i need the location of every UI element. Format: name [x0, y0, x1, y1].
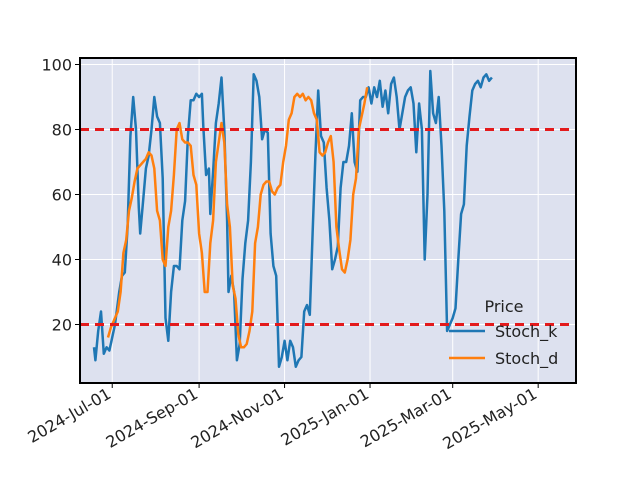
series-line-stoch-k — [92, 69, 493, 369]
plot-frame — [79, 57, 577, 384]
reference-lines — [80, 128, 576, 326]
y-axis-ticks: 20 40 60 80 100 — [41, 56, 80, 335]
x-tick-label: 2024-Jul-01 — [24, 384, 114, 447]
x-tick-label: 2025-Mar-01 — [357, 384, 455, 451]
y-tick-label: 20 — [52, 316, 72, 335]
x-tick-label: 2025-Jan-01 — [278, 384, 373, 450]
legend-title: Price — [484, 297, 523, 316]
legend-label-stoch-d: Stoch_d — [495, 349, 558, 369]
x-tick-label: 2024-Nov-01 — [187, 384, 286, 452]
legend-label-stoch-k: Stoch_k — [495, 322, 558, 342]
y-tick-label: 100 — [41, 56, 72, 75]
series-lines — [92, 69, 493, 369]
y-tick-label: 40 — [52, 251, 72, 270]
y-tick-label: 60 — [52, 186, 72, 205]
x-axis-ticks: 2024-Jul-012024-Sep-012024-Nov-012025-Ja… — [24, 383, 540, 453]
legend: Price Stoch_k Stoch_d — [449, 297, 558, 369]
y-tick-label: 80 — [52, 121, 72, 140]
series-line-stoch-d — [106, 87, 369, 349]
x-tick-label: 2025-May-01 — [439, 384, 540, 453]
x-tick-label: 2024-Sep-01 — [103, 384, 202, 452]
